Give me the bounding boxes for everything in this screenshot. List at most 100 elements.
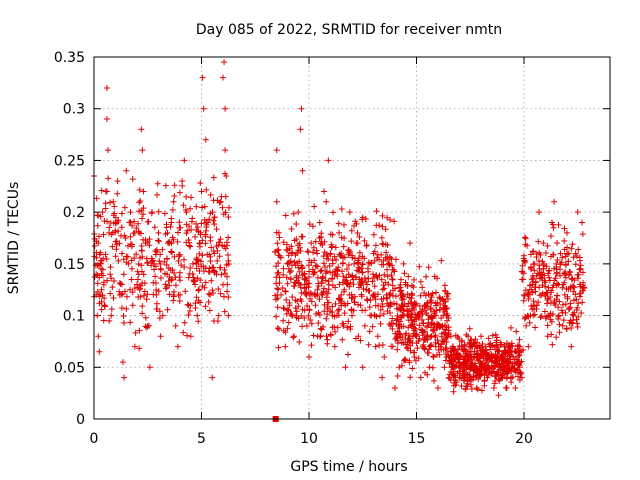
data-point xyxy=(207,253,214,260)
data-point xyxy=(377,320,384,327)
data-point xyxy=(447,352,454,359)
data-point xyxy=(505,368,512,375)
data-point xyxy=(551,198,558,205)
y-tick-label: 0.25 xyxy=(54,153,85,169)
data-point xyxy=(475,375,482,382)
data-point xyxy=(334,266,341,273)
data-point xyxy=(355,264,362,271)
data-point xyxy=(549,341,556,348)
data-point xyxy=(134,276,141,283)
data-point xyxy=(408,300,415,307)
data-point xyxy=(520,297,527,304)
data-point xyxy=(483,359,490,366)
data-point xyxy=(541,277,548,284)
data-point xyxy=(311,268,318,275)
data-point xyxy=(99,292,106,299)
data-point xyxy=(318,230,325,237)
data-point xyxy=(544,242,551,249)
data-point xyxy=(327,251,334,258)
data-point xyxy=(574,323,581,330)
data-point xyxy=(332,244,339,251)
data-point xyxy=(502,365,509,372)
data-point xyxy=(441,308,448,315)
data-point xyxy=(299,323,306,330)
data-point xyxy=(449,364,456,371)
data-point xyxy=(209,264,216,271)
data-point xyxy=(139,303,146,310)
data-point xyxy=(171,182,178,189)
data-point xyxy=(430,353,437,360)
data-point xyxy=(472,336,479,343)
data-point xyxy=(388,343,395,350)
data-point xyxy=(419,329,426,336)
data-point xyxy=(577,290,584,297)
data-point xyxy=(193,226,200,233)
data-point xyxy=(194,312,201,319)
data-point xyxy=(148,255,155,262)
data-point xyxy=(196,240,203,247)
data-point xyxy=(397,288,404,295)
data-point xyxy=(110,294,117,301)
data-point xyxy=(372,242,379,249)
data-point xyxy=(199,237,206,244)
data-point xyxy=(175,229,182,236)
data-point xyxy=(528,286,535,293)
data-point xyxy=(579,269,586,276)
data-point xyxy=(460,345,467,352)
data-point xyxy=(206,265,213,272)
data-point xyxy=(344,300,351,307)
data-point xyxy=(573,316,580,323)
data-point xyxy=(396,364,403,371)
data-point xyxy=(411,299,418,306)
data-point xyxy=(549,284,556,291)
data-point xyxy=(383,249,390,256)
data-point xyxy=(320,285,327,292)
data-point xyxy=(513,328,520,335)
data-point xyxy=(218,271,225,278)
data-point xyxy=(157,333,164,340)
data-point xyxy=(111,278,118,285)
data-point xyxy=(577,262,584,269)
data-point xyxy=(222,209,229,216)
data-point xyxy=(349,294,356,301)
data-point xyxy=(552,301,559,308)
data-point xyxy=(523,322,530,329)
data-point xyxy=(312,262,319,269)
data-point xyxy=(475,357,482,364)
data-point xyxy=(520,255,527,262)
data-point xyxy=(119,290,126,297)
data-point xyxy=(429,364,436,371)
x-tick-label: 20 xyxy=(515,431,533,447)
data-point xyxy=(286,269,293,276)
data-point xyxy=(207,234,214,241)
data-point xyxy=(196,250,203,257)
data-point xyxy=(386,261,393,268)
data-point xyxy=(532,324,539,331)
data-point xyxy=(502,370,509,377)
data-point xyxy=(284,260,291,267)
data-point xyxy=(531,311,538,318)
data-point xyxy=(369,271,376,278)
data-point xyxy=(216,253,223,260)
data-point xyxy=(176,277,183,284)
data-point xyxy=(525,343,532,350)
data-point xyxy=(108,275,115,282)
data-point xyxy=(530,312,537,319)
data-point xyxy=(144,238,151,245)
data-point xyxy=(113,241,120,248)
data-point xyxy=(474,354,481,361)
data-point xyxy=(444,295,451,302)
data-point xyxy=(453,362,460,369)
data-point xyxy=(544,333,551,340)
data-point xyxy=(161,270,168,277)
data-point xyxy=(275,326,282,333)
data-point xyxy=(478,333,484,340)
data-point xyxy=(421,369,428,376)
data-point xyxy=(540,262,547,269)
data-point xyxy=(376,312,383,319)
data-point xyxy=(419,284,426,291)
data-point xyxy=(120,271,127,278)
data-point xyxy=(364,297,371,304)
data-point xyxy=(565,258,572,265)
data-point xyxy=(530,248,537,255)
